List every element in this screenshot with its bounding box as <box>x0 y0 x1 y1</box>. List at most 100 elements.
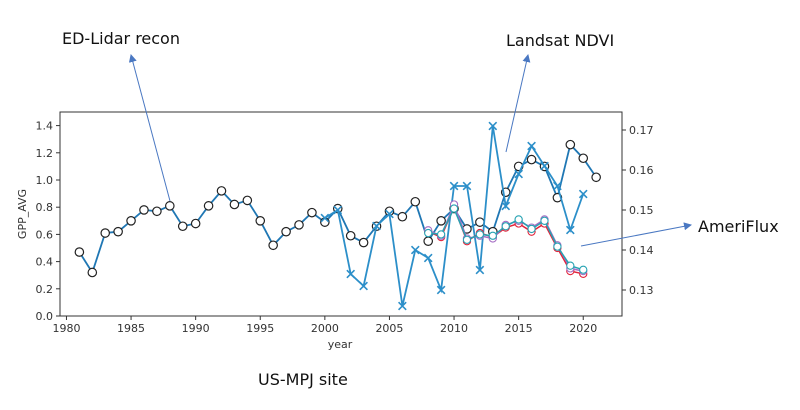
y-axis-ticks: 0.0 0.2 0.4 0.6 0.8 1.0 1.2 1.4 <box>36 120 60 323</box>
data-point <box>294 220 304 230</box>
data-point <box>475 217 485 227</box>
data-point <box>74 247 85 257</box>
data-point <box>358 237 369 248</box>
x-tick-label: 1990 <box>182 322 210 335</box>
data-point <box>320 213 330 223</box>
data-point <box>423 253 433 263</box>
data-point <box>139 205 149 215</box>
data-point <box>423 236 434 246</box>
data-point <box>591 172 601 183</box>
x-tick-label: 2005 <box>375 322 403 335</box>
y2-tick-label: 0.17 <box>629 124 654 137</box>
data-point <box>514 215 523 224</box>
data-point <box>475 265 485 275</box>
data-point <box>177 221 188 232</box>
data-point <box>488 231 497 240</box>
data-point <box>345 230 356 241</box>
data-point <box>553 181 562 191</box>
ameriflux-arrow <box>580 222 692 247</box>
data-point <box>540 161 549 171</box>
series-2 <box>424 203 588 278</box>
data-point <box>398 301 407 311</box>
ameriflux-annotation: AmeriFlux <box>698 217 779 236</box>
data-point <box>526 154 537 165</box>
data-point <box>126 216 136 226</box>
data-point <box>268 240 278 251</box>
y-tick-label: 0.4 <box>36 256 54 269</box>
x-tick-label: 1995 <box>246 322 274 335</box>
ed-lidar-arrow <box>128 54 171 202</box>
data-point <box>372 221 381 231</box>
data-point <box>346 269 356 279</box>
series-1 <box>320 121 588 311</box>
data-point <box>152 206 162 217</box>
data-point <box>436 216 446 226</box>
data-point <box>436 285 446 295</box>
data-point <box>113 226 123 237</box>
data-point <box>242 195 253 206</box>
x-tick-label: 1980 <box>52 322 80 335</box>
data-point <box>307 207 317 218</box>
landsat-annotation: Landsat NDVI <box>506 31 614 50</box>
x-tick-label: 1985 <box>117 322 145 335</box>
data-point <box>462 181 472 191</box>
x-tick-label: 2010 <box>440 322 468 335</box>
data-point <box>87 267 98 278</box>
data-point <box>501 201 511 211</box>
data-point <box>424 228 433 238</box>
data-point <box>475 230 485 239</box>
x-tick-label: 2020 <box>569 322 597 335</box>
data-point <box>501 222 510 231</box>
ed-lidar-annotation: ED-Lidar recon <box>62 29 180 48</box>
data-point <box>410 245 420 255</box>
y-tick-label: 1.0 <box>36 174 54 187</box>
data-point <box>397 211 408 222</box>
x-axis-label: year <box>328 338 353 351</box>
data-point <box>449 181 459 191</box>
data-point <box>333 205 343 215</box>
data-point <box>565 139 576 150</box>
data-point <box>165 201 175 211</box>
data-point <box>565 225 575 235</box>
data-point <box>255 216 266 226</box>
data-point <box>281 226 291 237</box>
series-0 <box>74 139 601 278</box>
y2-tick-label: 0.15 <box>629 204 654 217</box>
data-point <box>229 199 240 210</box>
series-line <box>428 206 584 271</box>
y2-axis-ticks: 0.13 0.14 0.15 0.16 0.17 <box>622 124 654 297</box>
data-point <box>527 141 536 151</box>
y-tick-label: 0.0 <box>36 310 54 323</box>
y2-tick-label: 0.16 <box>629 164 654 177</box>
data-point <box>190 218 201 229</box>
data-point <box>514 169 524 179</box>
data-point <box>527 224 536 234</box>
series-3 <box>424 200 588 276</box>
data-point <box>462 235 472 244</box>
x-axis-ticks: 1980 1985 1990 1995 2000 2005 2010 2015 2020 <box>52 316 597 335</box>
data-point <box>216 186 227 196</box>
data-point <box>553 242 562 251</box>
data-point <box>100 228 111 238</box>
y-axis-label: GPP_AVG <box>16 189 29 239</box>
data-point <box>436 230 446 239</box>
data-point <box>578 189 588 199</box>
y-tick-label: 0.6 <box>36 228 54 241</box>
site-caption: US-MPJ site <box>258 370 348 389</box>
data-point <box>320 217 330 227</box>
x-tick-label: 2000 <box>311 322 339 335</box>
series-line <box>427 205 584 275</box>
y-tick-label: 1.2 <box>36 147 54 160</box>
plot-frame <box>59 111 623 317</box>
data-point <box>203 201 214 211</box>
series-4 <box>424 204 588 274</box>
data-point <box>449 204 459 213</box>
landsat-arrow <box>505 54 531 153</box>
y-tick-label: 1.4 <box>36 120 54 133</box>
data-point <box>540 216 549 225</box>
data-point <box>488 121 498 131</box>
data-point <box>566 261 575 270</box>
data-point <box>579 265 588 274</box>
data-point <box>385 209 394 219</box>
